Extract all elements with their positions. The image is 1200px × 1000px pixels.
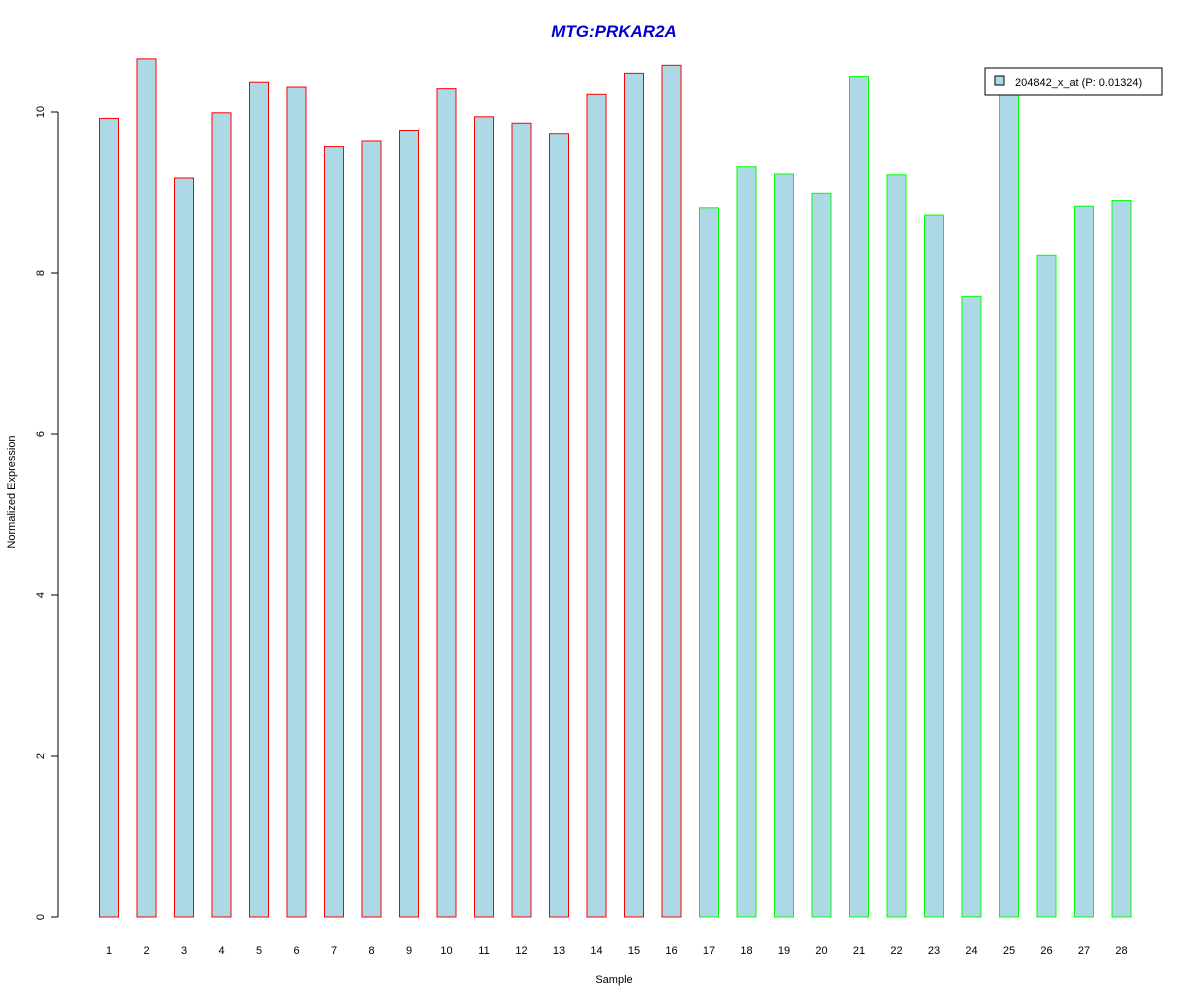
bar-sample-11 (474, 116, 494, 918)
y-tick-label: 0 (35, 914, 47, 920)
bar-sample-27 (1074, 205, 1094, 918)
legend-label: 204842_x_at (P: 0.01324) (1015, 77, 1142, 89)
x-tick-label: 3 (181, 945, 187, 957)
x-tick-label: 15 (628, 945, 640, 957)
bar-sample-26 (1036, 254, 1057, 918)
bar-sample-22 (886, 174, 907, 918)
y-axis: 0 2 4 6 8 10 (35, 106, 59, 920)
bar-sample-4 (211, 112, 232, 918)
x-tick-label: 21 (853, 945, 865, 957)
bar-sample-21 (849, 76, 869, 918)
y-tick-label: 10 (35, 106, 47, 118)
y-axis-label: Normalized Expression (6, 435, 18, 548)
y-tick-label: 4 (35, 592, 47, 598)
y-tick-label: 8 (35, 270, 47, 276)
x-tick-label: 7 (331, 945, 337, 957)
y-tick-label: 6 (35, 431, 47, 437)
x-tick-label: 19 (778, 945, 790, 957)
x-tick-label: 9 (406, 945, 412, 957)
x-tick-label: 1 (106, 945, 112, 957)
bar-sample-24 (961, 295, 982, 918)
x-tick-label: 8 (368, 945, 374, 957)
x-tick-label: 12 (515, 945, 527, 957)
x-tick-label: 25 (1003, 945, 1015, 957)
x-tick-label: 10 (440, 945, 452, 957)
chart-title: MTG:PRKAR2A (551, 22, 677, 41)
bar-sample-10 (436, 88, 457, 918)
bar-sample-5 (249, 81, 269, 918)
legend: 204842_x_at (P: 0.01324) (984, 67, 1163, 96)
legend-swatch (994, 75, 1005, 86)
x-tick-label: 5 (256, 945, 262, 957)
x-tick-label: 2 (143, 945, 149, 957)
bars-group (99, 58, 1132, 918)
y-tick-label: 2 (35, 753, 47, 759)
x-tick-label: 20 (815, 945, 827, 957)
bar-sample-20 (811, 192, 832, 918)
x-tick-label: 13 (553, 945, 565, 957)
bar-sample-12 (511, 122, 532, 918)
x-tick-label: 17 (703, 945, 715, 957)
x-tick-label: 11 (478, 945, 489, 957)
bar-sample-9 (399, 130, 419, 918)
bar-sample-3 (174, 177, 194, 918)
x-tick-label: 26 (1040, 945, 1052, 957)
x-tick-label: 22 (890, 945, 902, 957)
bar-sample-7 (324, 146, 344, 918)
bar-sample-1 (99, 117, 119, 918)
x-axis-label: Sample (595, 974, 632, 986)
bar-sample-23 (924, 214, 944, 918)
bar-sample-15 (624, 72, 644, 918)
x-tick-label: 16 (665, 945, 677, 957)
x-tick-label: 6 (293, 945, 299, 957)
bar-sample-25 (999, 83, 1019, 918)
legend-box (984, 67, 1163, 96)
x-tick-label: 27 (1078, 945, 1090, 957)
x-tick-labels: 1 2 3 4 5 6 7 8 9 10 11 12 13 14 15 16 17 18 19 20 21 22 23 24 2… (106, 945, 1128, 957)
bar-sample-8 (361, 140, 382, 918)
x-tick-label: 28 (1115, 945, 1127, 957)
bar-sample-14 (586, 93, 607, 918)
x-tick-label: 18 (740, 945, 752, 957)
x-tick-label: 4 (218, 945, 224, 957)
bar-sample-13 (549, 133, 569, 918)
bar-sample-16 (661, 64, 682, 918)
bar-sample-18 (736, 166, 757, 918)
x-tick-label: 14 (590, 945, 602, 957)
bar-sample-28 (1111, 200, 1132, 918)
x-tick-label: 24 (965, 945, 977, 957)
bar-sample-17 (699, 207, 719, 918)
bar-sample-19 (774, 173, 794, 918)
bar-sample-6 (286, 86, 307, 918)
bar-sample-2 (136, 58, 157, 918)
x-tick-label: 23 (928, 945, 940, 957)
